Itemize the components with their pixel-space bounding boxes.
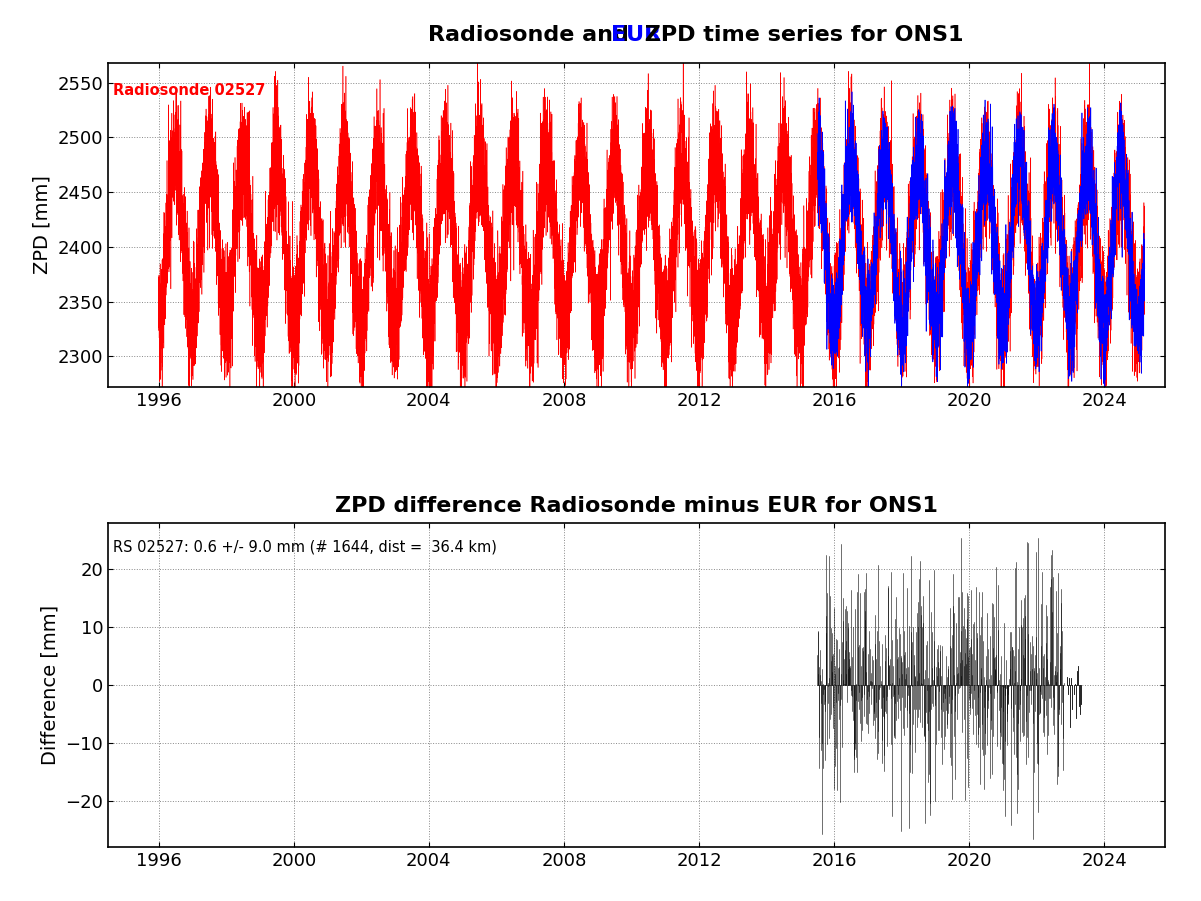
Text: Radiosonde 02527: Radiosonde 02527 [113,83,265,97]
Text: RS 02527: 0.6 +/- 9.0 mm (# 1644, dist =  36.4 km): RS 02527: 0.6 +/- 9.0 mm (# 1644, dist =… [113,539,497,554]
Text: Radiosonde and: Radiosonde and [428,25,637,45]
Text: EUR: EUR [611,25,662,45]
Y-axis label: Difference [mm]: Difference [mm] [41,605,60,765]
Y-axis label: ZPD [mm]: ZPD [mm] [32,176,52,275]
Text: ZPD time series for ONS1: ZPD time series for ONS1 [637,25,963,45]
Title: ZPD difference Radiosonde minus EUR for ONS1: ZPD difference Radiosonde minus EUR for … [335,496,938,516]
